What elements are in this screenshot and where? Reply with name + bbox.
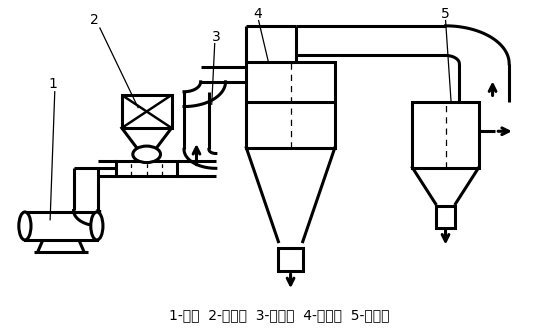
Bar xyxy=(247,62,335,148)
Text: 2: 2 xyxy=(90,13,98,27)
Bar xyxy=(122,95,172,128)
Bar xyxy=(436,206,455,227)
Bar xyxy=(25,212,97,240)
Bar xyxy=(413,102,479,168)
Text: 4: 4 xyxy=(253,7,262,21)
Circle shape xyxy=(133,146,160,162)
Ellipse shape xyxy=(91,212,103,240)
Ellipse shape xyxy=(19,212,31,240)
Text: 1-风机  2-供料器  3-输料管  4-分离器  5-除尘器: 1-风机 2-供料器 3-输料管 4-分离器 5-除尘器 xyxy=(169,308,390,322)
Text: 1: 1 xyxy=(48,77,57,91)
Text: 5: 5 xyxy=(441,7,450,21)
Bar xyxy=(116,161,177,176)
Bar xyxy=(278,248,303,271)
Text: 3: 3 xyxy=(211,30,220,44)
